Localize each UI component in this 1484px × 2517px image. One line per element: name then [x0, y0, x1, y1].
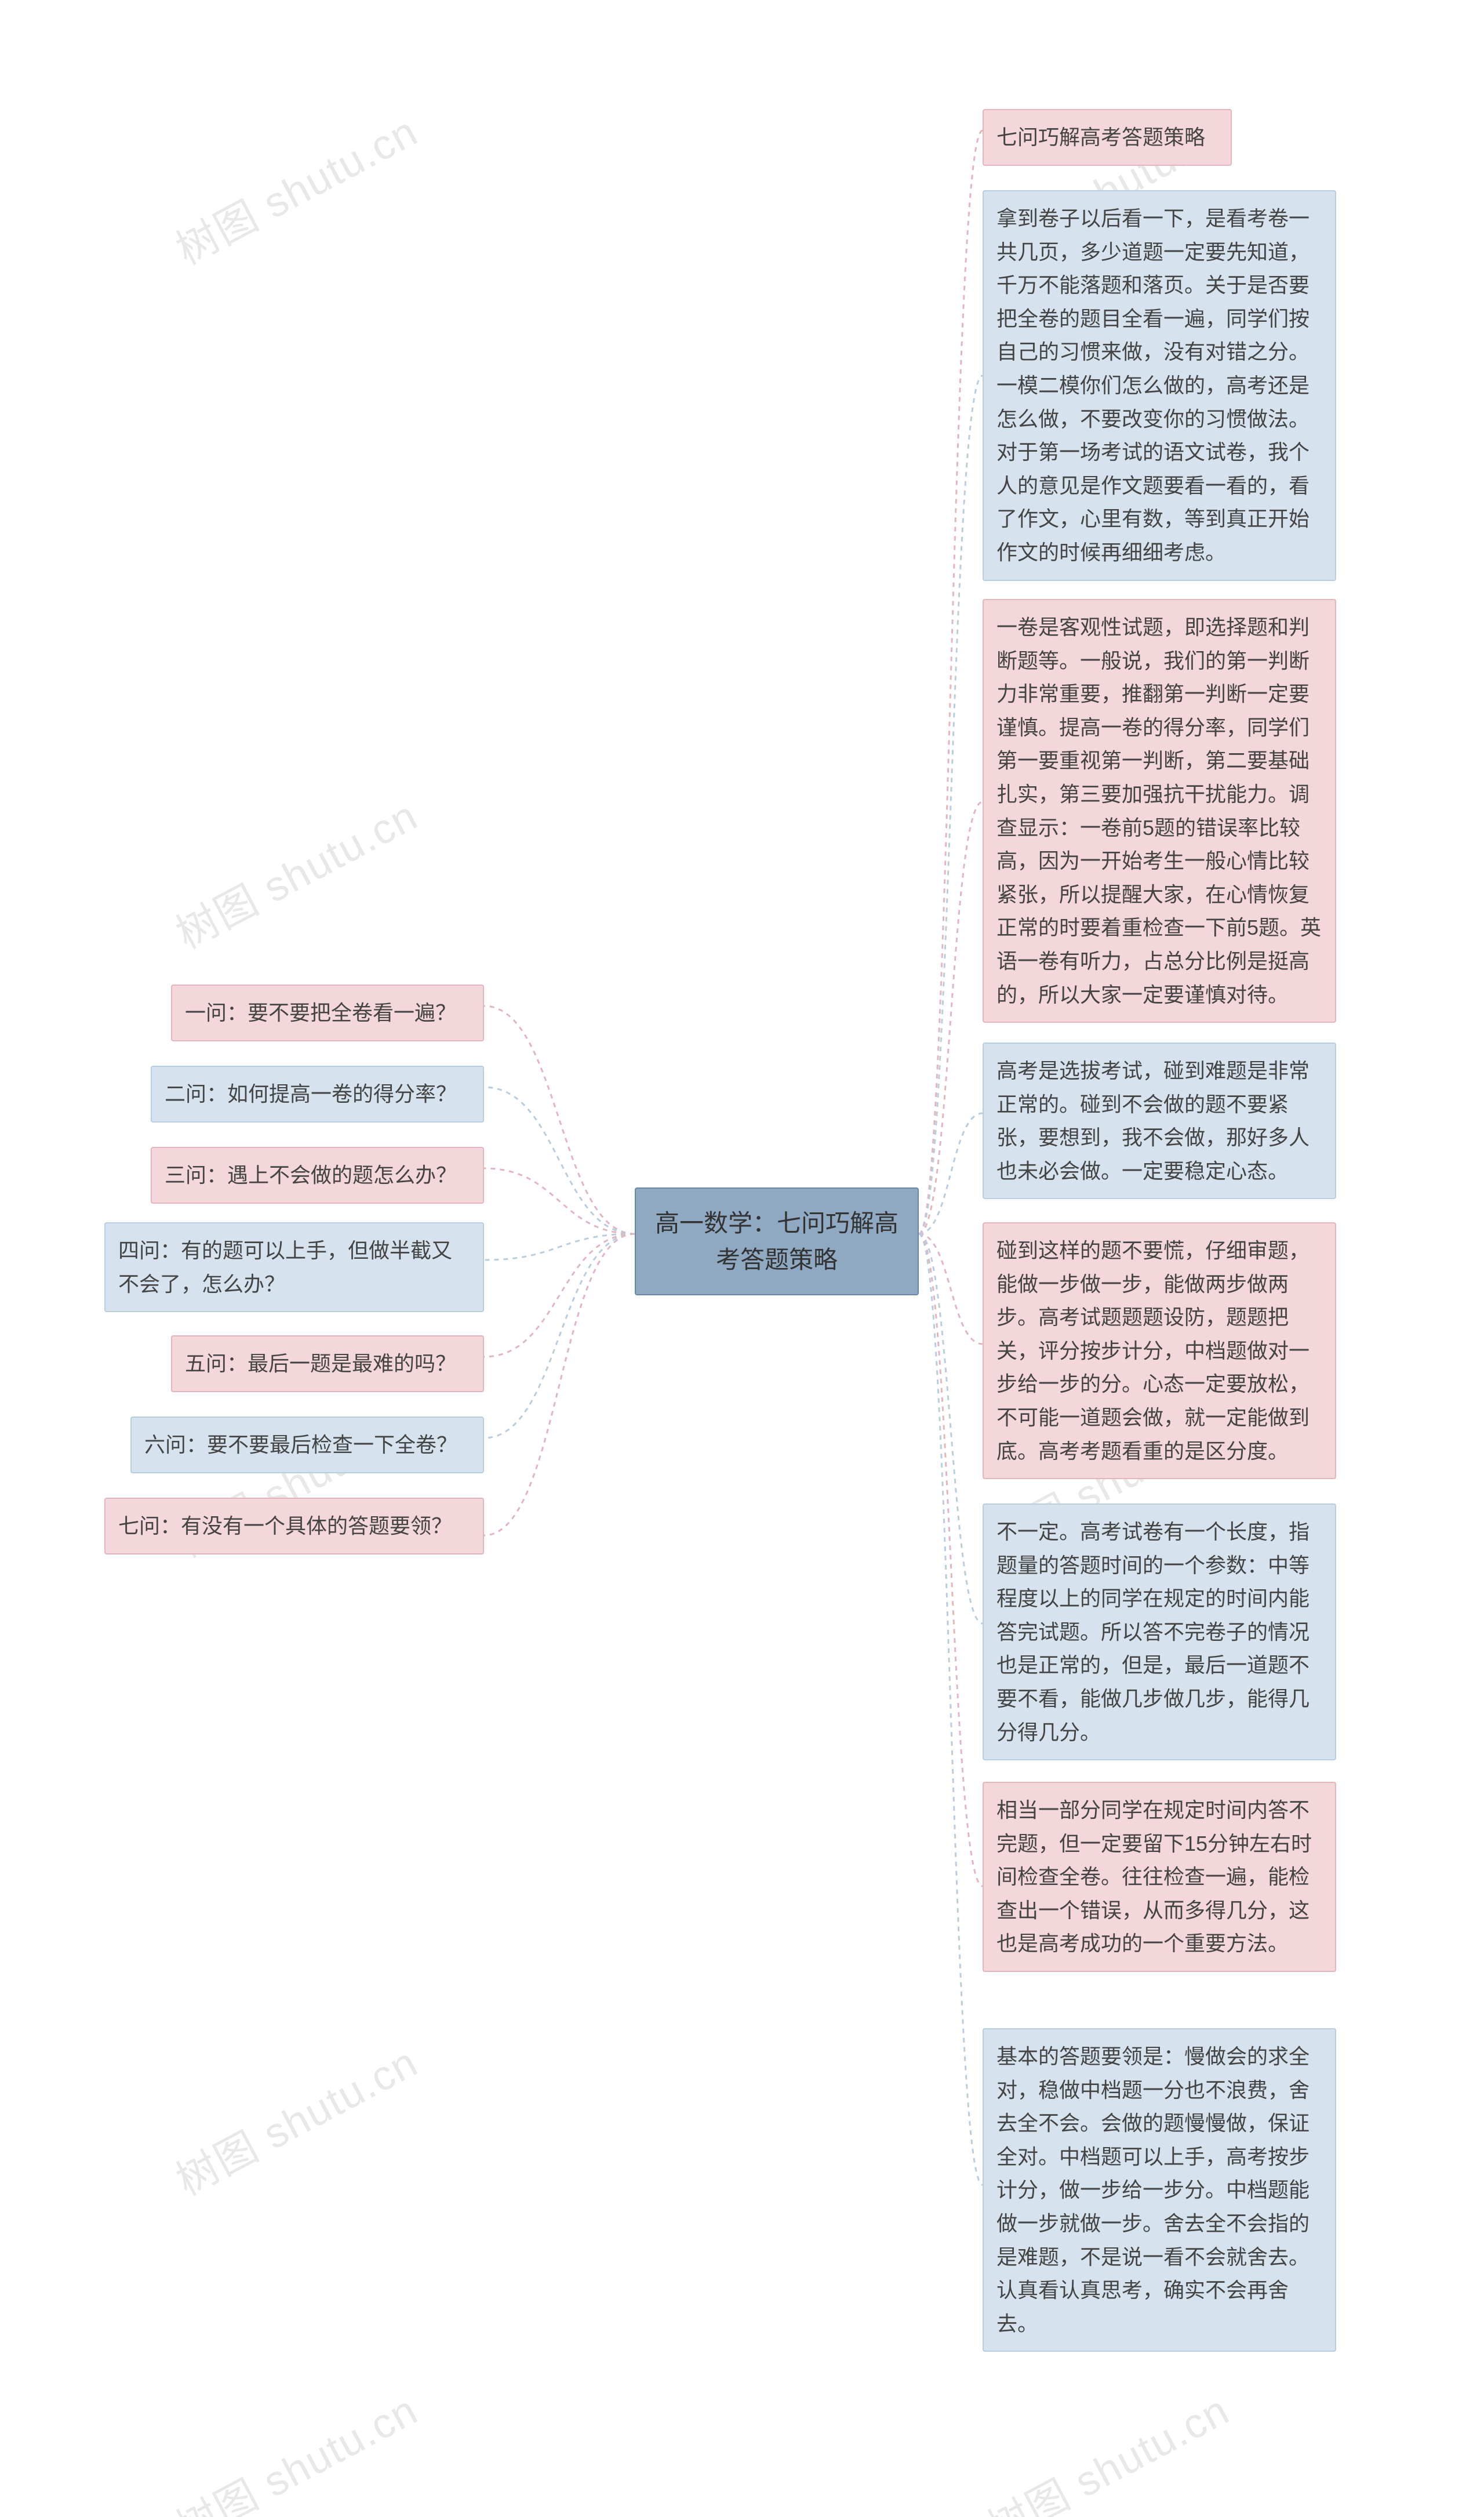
left-node-label: 六问：要不要最后检查一下全卷？	[144, 1433, 457, 1457]
right-node-1[interactable]: 拿到卷子以后看一下，是看考卷一共几页，多少道题一定要先知道，千万不能落题和落页。…	[983, 190, 1336, 581]
right-node-label: 基本的答题要领是：慢做会的求全对，稳做中档题一分也不浪费，舍去全不会。会做的题慢…	[996, 2044, 1310, 2336]
right-node-label: 高考是选拔考试，碰到难题是非常正常的。碰到不会做的题不要紧张，要想到，我不会做，…	[996, 1059, 1310, 1183]
left-node-label: 五问：最后一题是最难的吗？	[185, 1352, 456, 1375]
left-node-0[interactable]: 一问：要不要把全卷看一遍？	[171, 985, 484, 1041]
right-node-4[interactable]: 碰到这样的题不要慌，仔细审题，能做一步做一步，能做两步做两步。高考试题题题设防，…	[983, 1222, 1336, 1479]
right-node-label: 不一定。高考试卷有一个长度，指题量的答题时间的一个参数：中等程度以上的同学在规定…	[996, 1520, 1310, 1744]
center-topic[interactable]: 高一数学：七问巧解高考答题策略	[635, 1187, 919, 1295]
left-node-6[interactable]: 七问：有没有一个具体的答题要领？	[104, 1498, 484, 1554]
right-node-label: 一卷是客观性试题，即选择题和判断题等。一般说，我们的第一判断力非常重要，推翻第一…	[996, 615, 1321, 1007]
watermark-text: 树图 shutu.cn	[163, 2029, 427, 2207]
right-node-label: 相当一部分同学在规定时间内答不完题，但一定要留下15分钟左右时间检查全卷。往往检…	[996, 1798, 1312, 1955]
right-node-3[interactable]: 高考是选拔考试，碰到难题是非常正常的。碰到不会做的题不要紧张，要想到，我不会做，…	[983, 1043, 1336, 1199]
right-node-5[interactable]: 不一定。高考试卷有一个长度，指题量的答题时间的一个参数：中等程度以上的同学在规定…	[983, 1503, 1336, 1760]
right-node-7[interactable]: 基本的答题要领是：慢做会的求全对，稳做中档题一分也不浪费，舍去全不会。会做的题慢…	[983, 2028, 1336, 2352]
right-node-label: 碰到这样的题不要慌，仔细审题，能做一步做一步，能做两步做两步。高考试题题题设防，…	[996, 1238, 1310, 1463]
left-node-label: 二问：如何提高一卷的得分率？	[165, 1082, 457, 1106]
watermark-text: 树图 shutu.cn	[975, 2377, 1238, 2517]
left-node-4[interactable]: 五问：最后一题是最难的吗？	[171, 1335, 484, 1392]
watermark-text: 树图 shutu.cn	[163, 98, 427, 277]
left-node-1[interactable]: 二问：如何提高一卷的得分率？	[151, 1066, 484, 1123]
left-node-2[interactable]: 三问：遇上不会做的题怎么办？	[151, 1147, 484, 1204]
center-topic-label: 高一数学：七问巧解高考答题策略	[655, 1210, 899, 1273]
right-node-label: 拿到卷子以后看一下，是看考卷一共几页，多少道题一定要先知道，千万不能落题和落页。…	[996, 206, 1310, 564]
left-node-label: 七问：有没有一个具体的答题要领？	[118, 1514, 452, 1538]
left-node-3[interactable]: 四问：有的题可以上手，但做半截又不会了，怎么办？	[104, 1222, 484, 1312]
left-node-label: 三问：遇上不会做的题怎么办？	[165, 1163, 457, 1187]
left-node-label: 一问：要不要把全卷看一遍？	[185, 1001, 456, 1025]
right-node-label: 七问巧解高考答题策略	[996, 125, 1205, 149]
watermark-text: 树图 shutu.cn	[163, 782, 427, 961]
right-node-0[interactable]: 七问巧解高考答题策略	[983, 109, 1232, 166]
right-node-2[interactable]: 一卷是客观性试题，即选择题和判断题等。一般说，我们的第一判断力非常重要，推翻第一…	[983, 599, 1336, 1023]
left-node-label: 四问：有的题可以上手，但做半截又不会了，怎么办？	[118, 1238, 452, 1296]
left-node-5[interactable]: 六问：要不要最后检查一下全卷？	[130, 1417, 484, 1473]
watermark-text: 树图 shutu.cn	[163, 2377, 427, 2517]
right-node-6[interactable]: 相当一部分同学在规定时间内答不完题，但一定要留下15分钟左右时间检查全卷。往往检…	[983, 1782, 1336, 1972]
